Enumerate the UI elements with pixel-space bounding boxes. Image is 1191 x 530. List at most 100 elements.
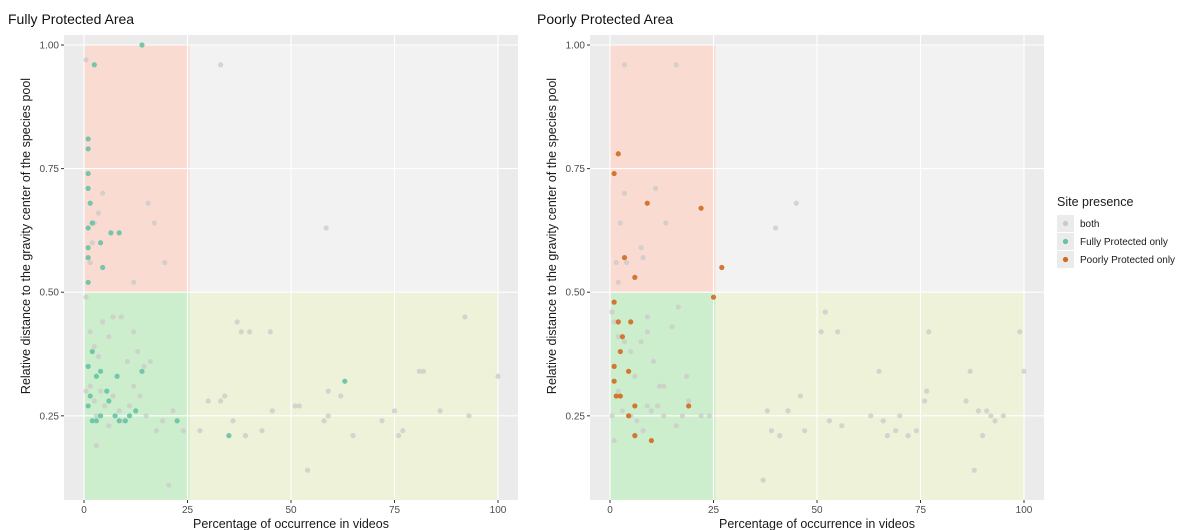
point-both	[100, 190, 106, 196]
y-axis-title-poorly: Relative distance to the gravity center …	[545, 78, 559, 394]
point-fully-only	[104, 388, 110, 394]
point-both	[644, 314, 650, 320]
point-both	[292, 403, 298, 409]
point-both	[147, 358, 153, 365]
point-both	[984, 408, 990, 414]
point-poorly-only	[617, 348, 623, 355]
point-fully-only	[126, 413, 133, 419]
point-both	[773, 225, 779, 231]
point-poorly-only	[613, 393, 619, 399]
point-both	[222, 393, 228, 399]
point-both	[826, 418, 833, 424]
point-both	[170, 408, 176, 414]
point-poorly-only	[615, 319, 621, 325]
point-both	[628, 348, 634, 355]
point-both	[91, 344, 97, 350]
point-both	[632, 373, 638, 379]
point-both	[615, 279, 621, 285]
point-both	[777, 433, 783, 439]
point-both	[611, 437, 617, 444]
point-fully-only	[112, 413, 118, 419]
point-both	[218, 398, 224, 404]
point-both	[141, 363, 147, 369]
point-both	[648, 408, 655, 414]
point-both	[247, 329, 253, 335]
point-both	[151, 220, 157, 226]
point-poorly-only	[611, 363, 617, 369]
point-poorly-only	[686, 403, 692, 409]
point-both	[661, 383, 667, 389]
point-both	[93, 442, 100, 449]
point-both	[1000, 413, 1006, 419]
point-both	[87, 383, 93, 389]
point-both	[131, 329, 137, 335]
x-tick-label: 100	[1016, 505, 1033, 516]
point-poorly-only	[710, 294, 717, 300]
point-poorly-only	[644, 200, 650, 206]
point-both	[880, 418, 886, 424]
legend: Site presence both Fully Protected only Po…	[1057, 195, 1175, 268]
point-both	[621, 339, 628, 345]
x-axis-title-fully: Percentage of occurrence in videos	[193, 517, 389, 530]
point-fully-only	[85, 403, 91, 409]
point-both	[615, 388, 621, 394]
point-both	[321, 418, 327, 424]
point-both	[655, 403, 661, 409]
legend-key-both	[1062, 220, 1069, 227]
point-fully-only	[91, 62, 97, 68]
point-both	[980, 433, 986, 439]
point-both	[609, 413, 615, 419]
point-fully-only	[97, 240, 104, 246]
point-both	[95, 353, 102, 360]
point-both	[893, 428, 899, 434]
point-both	[91, 398, 97, 404]
x-tick-label: 50	[285, 505, 297, 516]
point-both	[793, 200, 799, 206]
point-both	[234, 319, 240, 325]
point-fully-only	[85, 146, 91, 152]
point-poorly-only	[615, 151, 621, 157]
point-both	[905, 433, 911, 439]
point-both	[926, 329, 932, 335]
point-fully-only	[85, 363, 91, 369]
point-both	[801, 428, 808, 434]
point-fully-only	[85, 185, 91, 191]
point-poorly-only	[611, 378, 617, 384]
point-both	[259, 428, 265, 434]
point-both	[106, 423, 112, 429]
point-poorly-only	[632, 403, 638, 409]
y-tick-label: 0.75	[40, 164, 60, 175]
point-fully-only	[85, 225, 91, 231]
y-tick-label: 0.25	[40, 411, 60, 422]
point-both	[652, 185, 659, 191]
point-both	[97, 388, 104, 394]
point-fully-only	[114, 373, 120, 379]
point-poorly-only	[626, 413, 632, 419]
legend-label-fully-only: Fully Protected only	[1080, 237, 1168, 248]
point-both	[975, 408, 982, 414]
point-both	[230, 418, 236, 424]
point-both	[609, 309, 615, 315]
point-fully-only	[85, 279, 91, 285]
point-both	[95, 210, 102, 216]
point-both	[617, 220, 623, 226]
point-both	[884, 433, 890, 439]
point-both	[638, 245, 644, 251]
x-tick-label: 25	[708, 505, 720, 516]
y-tick-label: 0.25	[566, 411, 586, 422]
panel-title-fully-protected: Fully Protected Area	[8, 11, 134, 27]
y-axis-title-fully: Relative distance to the gravity center …	[19, 78, 33, 394]
point-both	[644, 329, 650, 335]
point-both	[466, 413, 472, 419]
point-fully-only	[93, 418, 100, 424]
point-both	[106, 334, 112, 340]
y-tick-label: 0.50	[566, 288, 586, 299]
panel-fully-protected: Fully Protected Area Relative distance t…	[8, 11, 518, 530]
legend-key-poorly-only	[1062, 256, 1069, 263]
point-both	[131, 279, 137, 285]
point-fully-only	[100, 264, 106, 271]
point-both	[296, 403, 302, 409]
point-both	[495, 373, 501, 379]
point-both	[623, 259, 630, 266]
point-fully-only	[106, 398, 112, 404]
